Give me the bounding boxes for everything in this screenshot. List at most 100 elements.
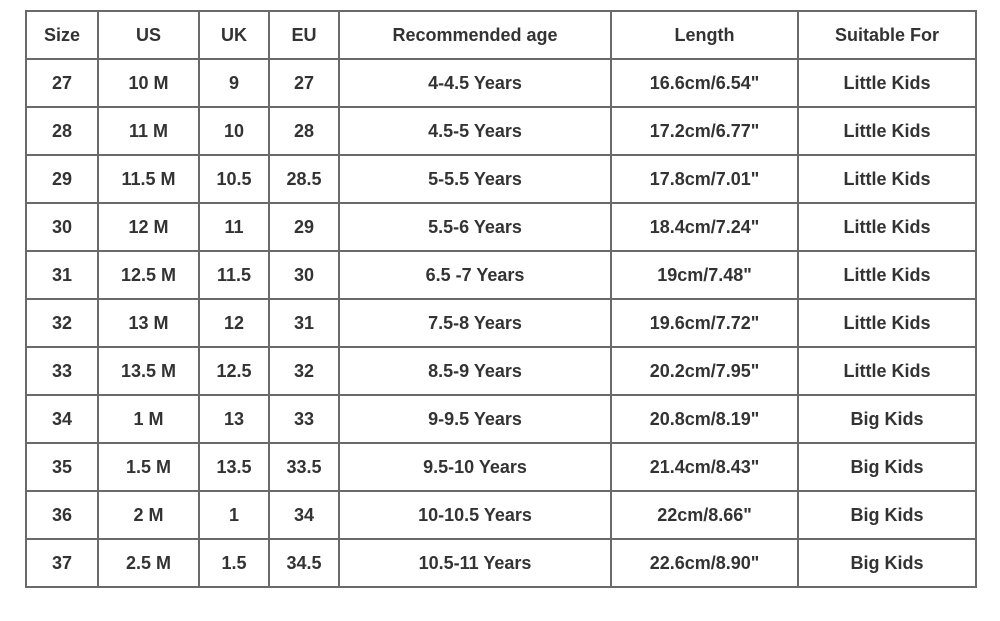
- table-cell: Little Kids: [797, 250, 977, 300]
- table-row: 28 11 M 10 28 4.5-5 Years 17.2cm/6.77" Little …: [25, 106, 977, 156]
- header-cell: Suitable For: [797, 10, 977, 60]
- table-cell: 17.2cm/6.77": [610, 106, 799, 156]
- table-cell: Little Kids: [797, 298, 977, 348]
- table-cell: 34.5: [268, 538, 340, 588]
- header-cell: Length: [610, 10, 799, 60]
- table-cell: 9: [198, 58, 270, 108]
- table-cell: 11.5 M: [97, 154, 200, 204]
- table-cell: 10: [198, 106, 270, 156]
- table-cell: 4-4.5 Years: [338, 58, 612, 108]
- table-row: 37 2.5 M 1.5 34.5 10.5-11 Years 22.6cm/8.90" B…: [25, 538, 977, 588]
- table-cell: 33.5: [268, 442, 340, 492]
- table-cell: 31: [25, 250, 99, 300]
- table-row: 31 12.5 M 11.5 30 6.5 -7 Years 19cm/7.48" Litt…: [25, 250, 977, 300]
- table-cell: 10.5: [198, 154, 270, 204]
- table-cell: Big Kids: [797, 490, 977, 540]
- table-cell: 13.5: [198, 442, 270, 492]
- table-cell: 37: [25, 538, 99, 588]
- table-cell: 30: [268, 250, 340, 300]
- table-cell: Little Kids: [797, 202, 977, 252]
- table-cell: 33: [25, 346, 99, 396]
- table-cell: 10.5-11 Years: [338, 538, 612, 588]
- table-cell: 17.8cm/7.01": [610, 154, 799, 204]
- table-cell: 30: [25, 202, 99, 252]
- table-cell: 22.6cm/8.90": [610, 538, 799, 588]
- table-cell: 28: [268, 106, 340, 156]
- table-row: 36 2 M 1 34 10-10.5 Years 22cm/8.66" Big Kids: [25, 490, 977, 540]
- table-row: 33 13.5 M 12.5 32 8.5-9 Years 20.2cm/7.95" Lit…: [25, 346, 977, 396]
- table-cell: 7.5-8 Years: [338, 298, 612, 348]
- table-cell: 29: [25, 154, 99, 204]
- header-row: Size US UK EU Recommended age Length Suitable …: [25, 10, 977, 60]
- table-cell: 19.6cm/7.72": [610, 298, 799, 348]
- table-cell: 34: [268, 490, 340, 540]
- table-cell: 10 M: [97, 58, 200, 108]
- table-cell: 20.8cm/8.19": [610, 394, 799, 444]
- table-cell: 6.5 -7 Years: [338, 250, 612, 300]
- table-cell: 5.5-6 Years: [338, 202, 612, 252]
- table-cell: 12 M: [97, 202, 200, 252]
- table-cell: 11 M: [97, 106, 200, 156]
- table-cell: 28: [25, 106, 99, 156]
- table-cell: 9.5-10 Years: [338, 442, 612, 492]
- table-body: 27 10 M 9 27 4-4.5 Years 16.6cm/6.54" Little K…: [25, 58, 977, 588]
- table-cell: 4.5-5 Years: [338, 106, 612, 156]
- table-cell: 32: [25, 298, 99, 348]
- table-cell: 20.2cm/7.95": [610, 346, 799, 396]
- table-cell: 34: [25, 394, 99, 444]
- table-cell: 12.5: [198, 346, 270, 396]
- table-row: 30 12 M 11 29 5.5-6 Years 18.4cm/7.24" Little …: [25, 202, 977, 252]
- header-cell: EU: [268, 10, 340, 60]
- table-cell: 1: [198, 490, 270, 540]
- table-cell: Little Kids: [797, 154, 977, 204]
- header-cell: UK: [198, 10, 270, 60]
- table-cell: 11: [198, 202, 270, 252]
- table-cell: 28.5: [268, 154, 340, 204]
- table-cell: 5-5.5 Years: [338, 154, 612, 204]
- header-cell: Recommended age: [338, 10, 612, 60]
- table-cell: Little Kids: [797, 346, 977, 396]
- table-cell: Little Kids: [797, 58, 977, 108]
- table-cell: 9-9.5 Years: [338, 394, 612, 444]
- table-cell: Little Kids: [797, 106, 977, 156]
- table-cell: 1 M: [97, 394, 200, 444]
- table-cell: 36: [25, 490, 99, 540]
- table-cell: 13 M: [97, 298, 200, 348]
- table-cell: 12.5 M: [97, 250, 200, 300]
- header-cell: Size: [25, 10, 99, 60]
- table-cell: Big Kids: [797, 394, 977, 444]
- table-cell: 2.5 M: [97, 538, 200, 588]
- table-cell: 2 M: [97, 490, 200, 540]
- table-cell: 32: [268, 346, 340, 396]
- table-cell: 1.5 M: [97, 442, 200, 492]
- table-cell: 16.6cm/6.54": [610, 58, 799, 108]
- table-cell: 21.4cm/8.43": [610, 442, 799, 492]
- table-cell: 1.5: [198, 538, 270, 588]
- table-cell: 22cm/8.66": [610, 490, 799, 540]
- table-cell: 18.4cm/7.24": [610, 202, 799, 252]
- table-cell: 31: [268, 298, 340, 348]
- table-cell: 19cm/7.48": [610, 250, 799, 300]
- table-cell: 13: [198, 394, 270, 444]
- table-row: 35 1.5 M 13.5 33.5 9.5-10 Years 21.4cm/8.43" B…: [25, 442, 977, 492]
- table-cell: 27: [25, 58, 99, 108]
- table-row: 32 13 M 12 31 7.5-8 Years 19.6cm/7.72" Little …: [25, 298, 977, 348]
- table-cell: 35: [25, 442, 99, 492]
- size-table: Size US UK EU Recommended age Length Suitable …: [25, 10, 977, 588]
- table-cell: 13.5 M: [97, 346, 200, 396]
- table-cell: 11.5: [198, 250, 270, 300]
- table-cell: Big Kids: [797, 538, 977, 588]
- table-cell: Big Kids: [797, 442, 977, 492]
- table-cell: 8.5-9 Years: [338, 346, 612, 396]
- table-row: 27 10 M 9 27 4-4.5 Years 16.6cm/6.54" Little K…: [25, 58, 977, 108]
- table-row: 29 11.5 M 10.5 28.5 5-5.5 Years 17.8cm/7.01" L…: [25, 154, 977, 204]
- table-header: Size US UK EU Recommended age Length Suitable …: [25, 10, 977, 60]
- table-cell: 10-10.5 Years: [338, 490, 612, 540]
- table-cell: 33: [268, 394, 340, 444]
- table-row: 34 1 M 13 33 9-9.5 Years 20.8cm/8.19" Big Kids: [25, 394, 977, 444]
- table-cell: 27: [268, 58, 340, 108]
- table-cell: 12: [198, 298, 270, 348]
- header-cell: US: [97, 10, 200, 60]
- table-cell: 29: [268, 202, 340, 252]
